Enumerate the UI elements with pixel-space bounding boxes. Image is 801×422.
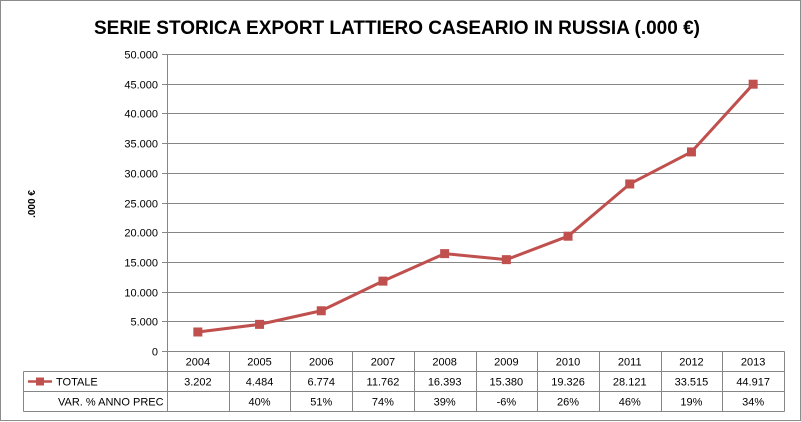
y-axis-label: .000 € bbox=[27, 190, 38, 218]
table-cell-var-pct: 26% bbox=[557, 397, 579, 409]
y-tick-label: 40.000 bbox=[124, 109, 158, 121]
y-tick-label: 0 bbox=[152, 347, 158, 359]
table-cell-totale: 6.774 bbox=[307, 377, 335, 389]
table-cell-totale: 15.380 bbox=[490, 377, 524, 389]
table-cell-totale: 19.326 bbox=[551, 377, 585, 389]
x-category-label: 2009 bbox=[494, 357, 518, 369]
table-cell-var-pct: 46% bbox=[619, 397, 641, 409]
chart-title: SERIE STORICA EXPORT LATTIERO CASEARIO I… bbox=[94, 18, 700, 39]
data-point bbox=[316, 306, 326, 316]
x-category-label: 2011 bbox=[618, 357, 642, 369]
data-point bbox=[501, 255, 511, 265]
table-cell-var-pct: 39% bbox=[434, 397, 456, 409]
data-point bbox=[563, 231, 573, 241]
y-axis-ticks: 0 5.000 10.000 15.000 20.000 25.000 30.000 35.0… bbox=[124, 50, 158, 359]
y-tick-label: 20.000 bbox=[124, 228, 158, 240]
table-cell-var-pct: 40% bbox=[249, 397, 271, 409]
x-category-label: 2004 bbox=[186, 357, 210, 369]
data-point bbox=[625, 179, 635, 189]
series-totale bbox=[193, 79, 758, 337]
y-tick-label: 15.000 bbox=[124, 258, 158, 270]
x-category-label: 2010 bbox=[556, 357, 580, 369]
table-cell-totale: 4.484 bbox=[246, 377, 274, 389]
y-tick-label: 50.000 bbox=[124, 50, 158, 62]
x-category-label: 2008 bbox=[432, 357, 456, 369]
x-category-label: 2013 bbox=[741, 357, 765, 369]
table-cell-var-pct: 19% bbox=[680, 397, 702, 409]
table-cell-totale: 44.917 bbox=[736, 377, 770, 389]
series-line-totale bbox=[197, 83, 755, 334]
y-tick-label: 5.000 bbox=[130, 317, 158, 329]
table-cell-var-pct: -6% bbox=[497, 397, 517, 409]
table-cell-var-pct: 74% bbox=[372, 397, 394, 409]
x-category-label: 2005 bbox=[247, 357, 271, 369]
y-tick-label: 10.000 bbox=[124, 288, 158, 300]
legend-marker-key bbox=[36, 377, 44, 386]
table-cell-totale: 11.762 bbox=[367, 377, 400, 389]
table-cell-var-pct: 51% bbox=[310, 397, 332, 409]
legend-label-totale: TOTALE bbox=[56, 377, 98, 389]
table-cell-var-pct: 34% bbox=[742, 397, 764, 409]
data-table: 2004 2005 2006 2007 2008 2009 2010 2011 2012 2013… bbox=[23, 351, 785, 412]
row-label-var-pct: VAR. % ANNO PREC bbox=[58, 397, 164, 409]
table-cell-totale: 33.515 bbox=[675, 377, 709, 389]
table-cell-totale: 28.121 bbox=[613, 377, 647, 389]
gridlines bbox=[162, 54, 784, 352]
data-point bbox=[193, 327, 203, 337]
x-category-label: 2012 bbox=[679, 357, 703, 369]
data-point bbox=[378, 276, 388, 286]
data-point bbox=[686, 147, 696, 157]
y-tick-label: 30.000 bbox=[124, 169, 158, 181]
x-category-label: 2006 bbox=[309, 357, 333, 369]
y-tick-label: 45.000 bbox=[124, 80, 158, 92]
table-cell-totale: 16.393 bbox=[428, 377, 462, 389]
table-cell-totale: 3.202 bbox=[184, 377, 212, 389]
data-point bbox=[440, 249, 450, 259]
x-category-label: 2007 bbox=[371, 357, 395, 369]
y-tick-label: 35.000 bbox=[124, 139, 158, 151]
data-point bbox=[255, 319, 265, 329]
y-tick-label: 25.000 bbox=[124, 199, 158, 211]
data-point bbox=[748, 79, 758, 89]
